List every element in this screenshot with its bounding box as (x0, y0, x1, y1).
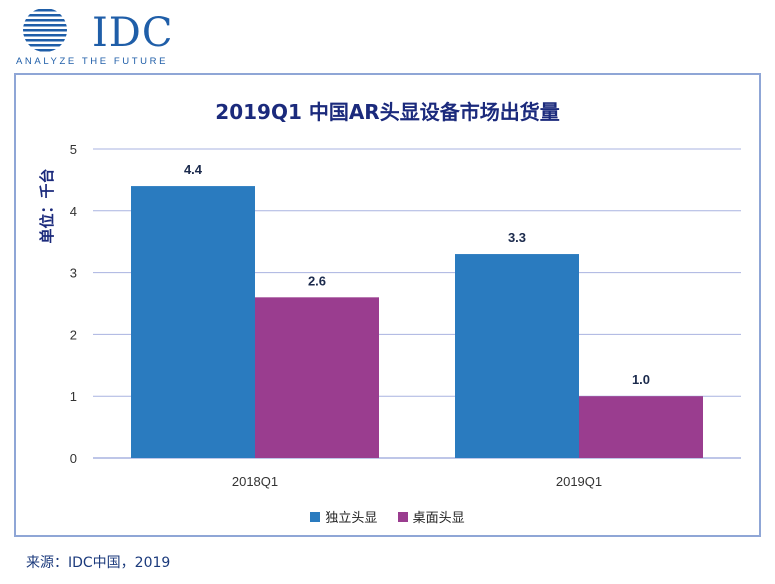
data-label: 4.4 (184, 162, 203, 177)
bar (455, 254, 579, 458)
idc-logo: IDC ANALYZE THE FUTURE (14, 6, 184, 68)
chart-title: 2019Q1 中国AR头显设备市场出货量 (215, 100, 560, 124)
y-tick-label: 0 (70, 451, 77, 466)
logo-tagline: ANALYZE THE FUTURE (16, 56, 169, 67)
legend-item-series-1: 桌面头显 (397, 507, 465, 526)
chart-frame (14, 73, 761, 537)
source-note: 来源：IDC中国，2019 (26, 555, 171, 571)
x-tick-label: 2019Q1 (556, 474, 602, 489)
chart-legend: 独立头显 桌面头显 (0, 507, 775, 526)
bar (131, 186, 255, 458)
y-tick-label: 1 (70, 389, 77, 404)
legend-swatch (397, 511, 408, 522)
globe-icon (23, 9, 67, 52)
legend-item-series-0: 独立头显 (310, 507, 377, 526)
y-tick-label: 4 (70, 204, 77, 219)
logo-wordmark: IDC (92, 10, 174, 56)
data-label: 1.0 (632, 372, 650, 387)
y-tick-label: 5 (70, 142, 77, 157)
y-tick-label: 2 (70, 327, 77, 342)
x-tick-label: 2018Q1 (232, 474, 278, 489)
data-label: 3.3 (508, 230, 526, 245)
legend-swatch (310, 511, 321, 522)
y-tick-label: 3 (70, 266, 77, 281)
y-axis-label: 单位：千台 (38, 168, 56, 243)
bar (579, 396, 703, 458)
legend-label: 桌面头显 (412, 511, 465, 526)
legend-label: 独立头显 (325, 511, 378, 526)
data-label: 2.6 (308, 273, 326, 288)
bar (255, 297, 379, 458)
